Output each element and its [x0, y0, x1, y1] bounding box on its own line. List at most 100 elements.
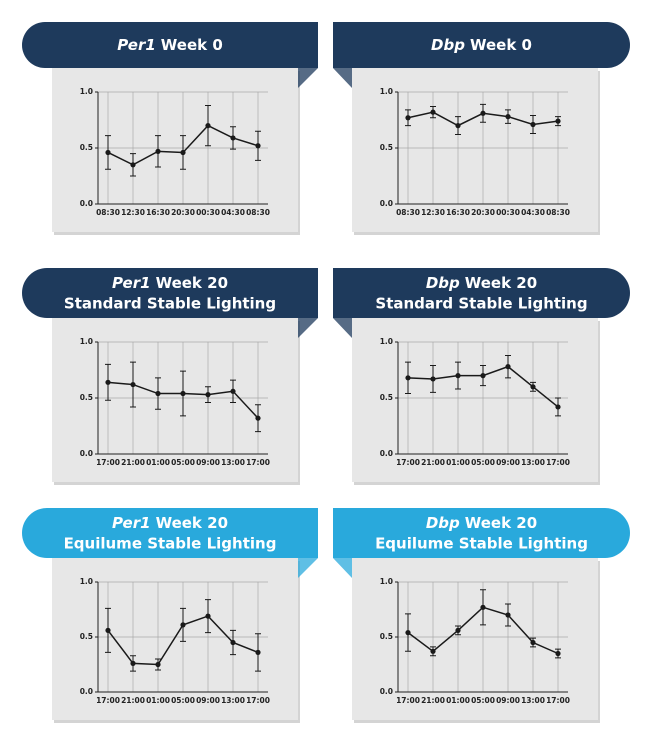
x-tick-label: 17:00	[396, 458, 420, 467]
data-point	[505, 612, 511, 618]
x-tick-label: 08:30	[246, 208, 270, 217]
data-point	[255, 143, 261, 149]
y-tick-label: 0.5	[80, 632, 93, 641]
chart-card: Per1 Week 008:30 12:30 16:30 20:30 00:30 04:30…	[22, 22, 318, 235]
data-point	[230, 135, 236, 141]
ribbon-fold	[298, 68, 318, 88]
gene-name: Dbp	[431, 36, 465, 54]
x-tick-label: 09:00	[196, 696, 220, 705]
x-tick-label: 13:00	[221, 696, 245, 705]
x-tick-label: 17:00	[546, 458, 570, 467]
header	[22, 22, 318, 68]
data-point	[405, 630, 411, 636]
panel	[52, 318, 298, 482]
data-point	[205, 123, 211, 129]
x-tick-label: 01:00	[446, 696, 470, 705]
header-title: Dbp Week 20	[426, 274, 537, 292]
data-point	[255, 649, 261, 656]
ribbon-fold	[333, 318, 352, 338]
y-tick-label: 1.0	[380, 577, 393, 586]
x-tick-label: 17:00	[396, 696, 420, 705]
header-subtitle: Equilume Stable Lighting	[375, 535, 588, 553]
panel	[352, 68, 598, 232]
header	[22, 508, 318, 558]
x-tick-label: 09:00	[496, 458, 520, 467]
y-tick-label: 0.0	[380, 199, 393, 208]
data-point	[130, 381, 136, 388]
data-point	[105, 627, 111, 634]
ribbon-fold	[333, 558, 352, 578]
panel	[52, 558, 298, 720]
data-point	[430, 376, 436, 382]
y-tick-label: 0.5	[380, 632, 393, 641]
x-tick-label: 09:00	[496, 696, 520, 705]
y-tick-label: 0.0	[80, 449, 93, 458]
data-point	[480, 110, 486, 116]
x-tick-label: 00:30	[496, 208, 520, 217]
ribbon-fold	[298, 318, 318, 338]
x-tick-label: 21:00	[421, 696, 445, 705]
data-point	[555, 118, 561, 124]
data-point	[405, 375, 411, 381]
x-tick-label: 12:30	[421, 208, 445, 217]
data-point	[555, 404, 561, 410]
header-title: Dbp Week 20	[426, 514, 537, 532]
y-tick-label: 0.5	[380, 393, 393, 402]
header	[333, 268, 630, 318]
y-tick-label: 0.0	[80, 687, 93, 696]
data-point	[205, 392, 211, 398]
data-point	[530, 639, 536, 646]
gene-name: Dbp	[426, 274, 460, 292]
x-tick-label: 16:30	[146, 208, 170, 217]
x-tick-label: 01:00	[146, 696, 170, 705]
data-point	[455, 373, 461, 379]
y-tick-label: 0.0	[80, 199, 93, 208]
data-point	[155, 390, 161, 397]
gene-name: Per1	[112, 274, 151, 292]
data-point	[455, 627, 461, 634]
data-point	[480, 604, 486, 610]
chart-card: Dbp Week 20 Equilume Stable Lighting 17:00 2…	[333, 508, 630, 723]
x-tick-label: 16:30	[446, 208, 470, 217]
data-point	[230, 639, 236, 646]
y-tick-label: 0.5	[80, 143, 93, 152]
y-tick-label: 0.0	[380, 687, 393, 696]
header-title: Per1 Week 0	[117, 36, 223, 54]
data-point	[430, 648, 436, 654]
chart-card: Per1 Week 20 Standard Stable Lighting 17:00…	[22, 268, 318, 485]
x-tick-label: 17:00	[96, 458, 120, 467]
x-tick-label: 05:00	[471, 458, 495, 467]
data-point	[155, 661, 161, 668]
gene-name: Dbp	[426, 514, 460, 532]
header-title: Per1 Week 20	[112, 274, 228, 292]
title-text: Week 20	[156, 514, 228, 532]
ribbon-fold	[298, 558, 318, 578]
title-text: Week 20	[465, 514, 537, 532]
title-text: Week 0	[161, 36, 223, 54]
x-tick-label: 04:30	[521, 208, 545, 217]
data-point	[505, 114, 511, 120]
title-text: Week 20	[465, 274, 537, 292]
x-tick-label: 01:00	[146, 458, 170, 467]
x-tick-label: 17:00	[96, 696, 120, 705]
x-tick-label: 17:00	[246, 696, 270, 705]
x-tick-label: 17:00	[246, 458, 270, 467]
x-tick-label: 01:00	[446, 458, 470, 467]
x-tick-label: 08:30	[96, 208, 120, 217]
data-point	[130, 660, 136, 667]
x-tick-label: 00:30	[196, 208, 220, 217]
gene-name: Per1	[117, 36, 156, 54]
x-tick-label: 13:00	[221, 458, 245, 467]
x-tick-label: 05:00	[171, 458, 195, 467]
data-point	[180, 622, 186, 628]
data-point	[555, 650, 561, 657]
panel	[352, 558, 598, 720]
x-tick-label: 09:00	[196, 458, 220, 467]
y-tick-label: 1.0	[80, 87, 93, 96]
y-tick-label: 0.5	[380, 143, 393, 152]
data-point	[105, 149, 111, 156]
data-point	[480, 373, 486, 379]
x-tick-label: 05:00	[471, 696, 495, 705]
